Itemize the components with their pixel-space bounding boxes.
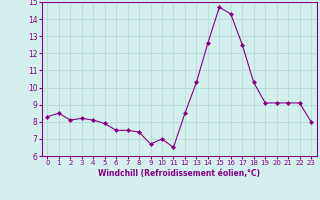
X-axis label: Windchill (Refroidissement éolien,°C): Windchill (Refroidissement éolien,°C): [98, 169, 260, 178]
